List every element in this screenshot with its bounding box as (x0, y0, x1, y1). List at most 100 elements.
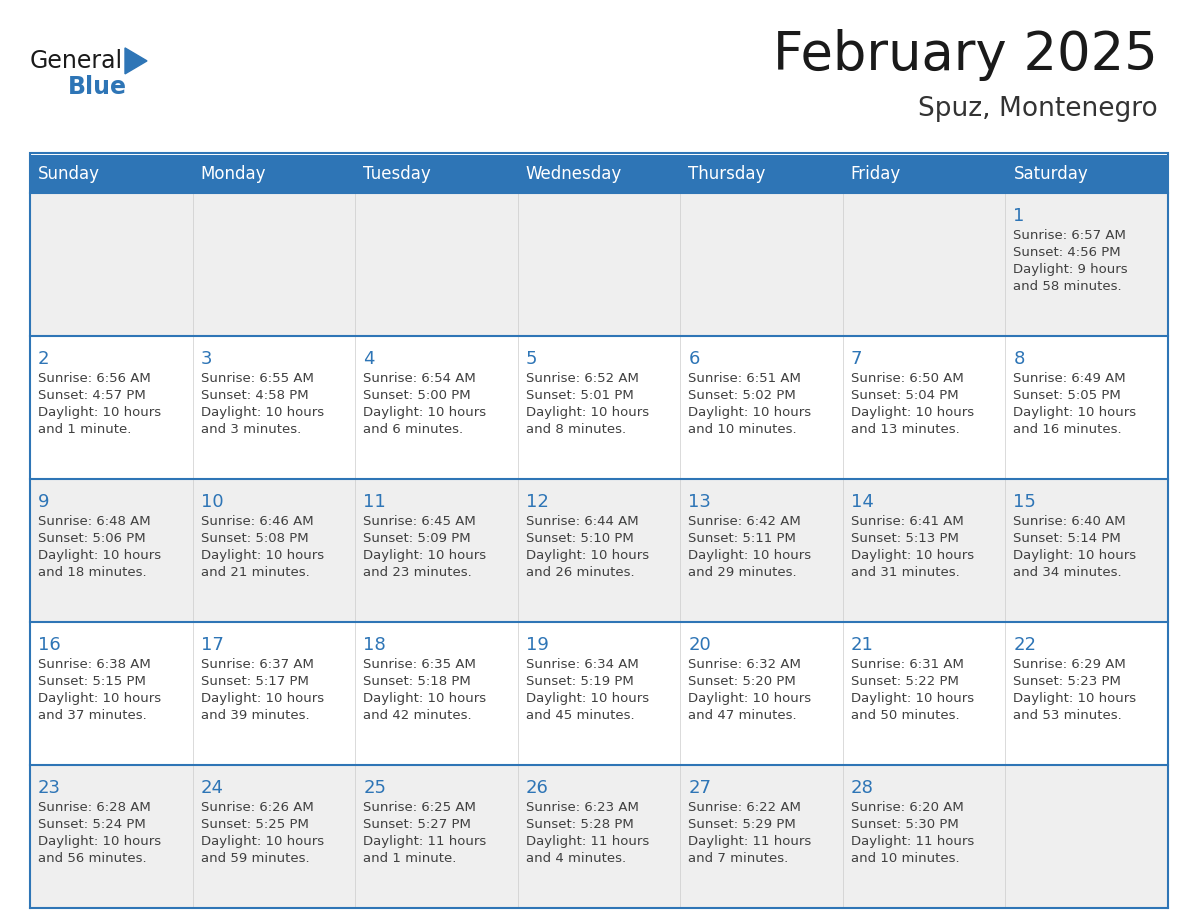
Text: Daylight: 10 hours: Daylight: 10 hours (201, 835, 323, 848)
Text: 1: 1 (1013, 207, 1025, 225)
Text: and 4 minutes.: and 4 minutes. (526, 852, 626, 865)
Text: Saturday: Saturday (1013, 165, 1088, 183)
Text: and 8 minutes.: and 8 minutes. (526, 423, 626, 436)
Text: 3: 3 (201, 350, 213, 368)
Text: Sunset: 5:25 PM: Sunset: 5:25 PM (201, 818, 309, 831)
Text: Daylight: 11 hours: Daylight: 11 hours (364, 835, 486, 848)
Bar (30, 155, 192, 193)
Text: and 23 minutes.: and 23 minutes. (364, 566, 472, 579)
Text: Sunset: 5:05 PM: Sunset: 5:05 PM (1013, 389, 1121, 402)
Text: Daylight: 10 hours: Daylight: 10 hours (688, 549, 811, 562)
Text: and 1 minute.: and 1 minute. (38, 423, 132, 436)
Text: 7: 7 (851, 350, 862, 368)
Text: Sunday: Sunday (38, 165, 100, 183)
Text: and 6 minutes.: and 6 minutes. (364, 423, 463, 436)
Text: and 34 minutes.: and 34 minutes. (1013, 566, 1121, 579)
Text: Sunset: 5:29 PM: Sunset: 5:29 PM (688, 818, 796, 831)
Bar (681, 155, 842, 193)
Text: Sunset: 5:00 PM: Sunset: 5:00 PM (364, 389, 470, 402)
Text: Daylight: 10 hours: Daylight: 10 hours (364, 549, 486, 562)
Text: 28: 28 (851, 779, 873, 797)
Text: and 37 minutes.: and 37 minutes. (38, 709, 147, 722)
Text: 25: 25 (364, 779, 386, 797)
Polygon shape (125, 48, 147, 74)
Text: Friday: Friday (851, 165, 902, 183)
Bar (355, 155, 518, 193)
Text: Daylight: 10 hours: Daylight: 10 hours (1013, 406, 1137, 419)
Text: Sunset: 5:23 PM: Sunset: 5:23 PM (1013, 675, 1121, 688)
Text: 4: 4 (364, 350, 374, 368)
Text: Sunrise: 6:35 AM: Sunrise: 6:35 AM (364, 658, 476, 671)
Text: Sunset: 4:56 PM: Sunset: 4:56 PM (1013, 246, 1121, 259)
Text: Sunset: 5:14 PM: Sunset: 5:14 PM (1013, 532, 1121, 545)
Bar (518, 155, 681, 193)
Text: 16: 16 (38, 636, 61, 654)
Text: 22: 22 (1013, 636, 1036, 654)
Text: and 13 minutes.: and 13 minutes. (851, 423, 960, 436)
Text: Sunset: 5:10 PM: Sunset: 5:10 PM (526, 532, 633, 545)
Text: Sunrise: 6:28 AM: Sunrise: 6:28 AM (38, 801, 151, 814)
Text: and 50 minutes.: and 50 minutes. (851, 709, 960, 722)
Text: Sunset: 5:27 PM: Sunset: 5:27 PM (364, 818, 470, 831)
Text: Daylight: 10 hours: Daylight: 10 hours (364, 406, 486, 419)
Text: 2: 2 (38, 350, 50, 368)
Text: February 2025: February 2025 (773, 29, 1158, 81)
Text: Sunset: 5:30 PM: Sunset: 5:30 PM (851, 818, 959, 831)
Text: 12: 12 (526, 493, 549, 511)
Text: Sunset: 4:57 PM: Sunset: 4:57 PM (38, 389, 146, 402)
Text: Sunrise: 6:41 AM: Sunrise: 6:41 AM (851, 515, 963, 528)
Text: Daylight: 10 hours: Daylight: 10 hours (201, 549, 323, 562)
Text: 23: 23 (38, 779, 61, 797)
Text: and 3 minutes.: and 3 minutes. (201, 423, 301, 436)
Text: 14: 14 (851, 493, 873, 511)
Text: Sunrise: 6:55 AM: Sunrise: 6:55 AM (201, 372, 314, 385)
Text: Daylight: 10 hours: Daylight: 10 hours (851, 549, 974, 562)
Text: 15: 15 (1013, 493, 1036, 511)
Text: Sunset: 5:18 PM: Sunset: 5:18 PM (364, 675, 470, 688)
Text: Sunset: 4:58 PM: Sunset: 4:58 PM (201, 389, 308, 402)
Text: Sunset: 5:15 PM: Sunset: 5:15 PM (38, 675, 146, 688)
Bar (30, 622, 1168, 765)
Text: Daylight: 10 hours: Daylight: 10 hours (38, 692, 162, 705)
Text: Sunrise: 6:32 AM: Sunrise: 6:32 AM (688, 658, 801, 671)
Text: Sunrise: 6:38 AM: Sunrise: 6:38 AM (38, 658, 151, 671)
Text: Sunrise: 6:26 AM: Sunrise: 6:26 AM (201, 801, 314, 814)
Text: 20: 20 (688, 636, 712, 654)
Text: Daylight: 10 hours: Daylight: 10 hours (38, 406, 162, 419)
Text: Sunset: 5:22 PM: Sunset: 5:22 PM (851, 675, 959, 688)
Text: and 29 minutes.: and 29 minutes. (688, 566, 797, 579)
Text: Daylight: 10 hours: Daylight: 10 hours (38, 835, 162, 848)
Text: Sunrise: 6:31 AM: Sunrise: 6:31 AM (851, 658, 963, 671)
Text: Daylight: 11 hours: Daylight: 11 hours (851, 835, 974, 848)
Text: 21: 21 (851, 636, 873, 654)
Text: Sunrise: 6:46 AM: Sunrise: 6:46 AM (201, 515, 314, 528)
Text: Daylight: 10 hours: Daylight: 10 hours (526, 406, 649, 419)
Text: Daylight: 10 hours: Daylight: 10 hours (526, 549, 649, 562)
Text: Sunset: 5:19 PM: Sunset: 5:19 PM (526, 675, 633, 688)
Text: Sunset: 5:28 PM: Sunset: 5:28 PM (526, 818, 633, 831)
Text: Sunset: 5:20 PM: Sunset: 5:20 PM (688, 675, 796, 688)
Text: Sunrise: 6:50 AM: Sunrise: 6:50 AM (851, 372, 963, 385)
Text: Sunrise: 6:49 AM: Sunrise: 6:49 AM (1013, 372, 1126, 385)
Text: Sunrise: 6:54 AM: Sunrise: 6:54 AM (364, 372, 476, 385)
Text: Tuesday: Tuesday (364, 165, 431, 183)
Text: and 16 minutes.: and 16 minutes. (1013, 423, 1121, 436)
Text: Sunset: 5:17 PM: Sunset: 5:17 PM (201, 675, 309, 688)
Text: Daylight: 10 hours: Daylight: 10 hours (526, 692, 649, 705)
Bar (30, 765, 1168, 908)
Bar (1005, 155, 1168, 193)
Text: Sunrise: 6:20 AM: Sunrise: 6:20 AM (851, 801, 963, 814)
Text: Blue: Blue (68, 75, 127, 99)
Bar (30, 479, 1168, 622)
Text: 6: 6 (688, 350, 700, 368)
Text: 26: 26 (526, 779, 549, 797)
Text: Daylight: 10 hours: Daylight: 10 hours (688, 692, 811, 705)
Text: Daylight: 11 hours: Daylight: 11 hours (526, 835, 649, 848)
Text: Sunrise: 6:23 AM: Sunrise: 6:23 AM (526, 801, 639, 814)
Text: and 21 minutes.: and 21 minutes. (201, 566, 309, 579)
Text: 10: 10 (201, 493, 223, 511)
Text: 24: 24 (201, 779, 223, 797)
Text: Sunrise: 6:48 AM: Sunrise: 6:48 AM (38, 515, 151, 528)
Text: Daylight: 10 hours: Daylight: 10 hours (851, 406, 974, 419)
Text: Sunrise: 6:25 AM: Sunrise: 6:25 AM (364, 801, 476, 814)
